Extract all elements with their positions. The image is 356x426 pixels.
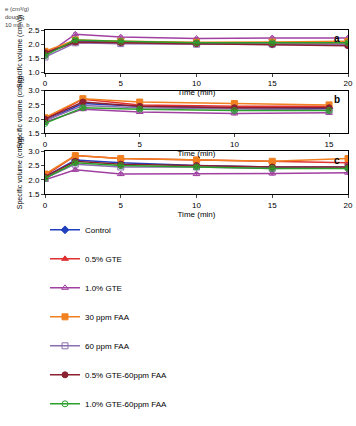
svg-text:10: 10 bbox=[192, 201, 201, 210]
svg-text:10: 10 bbox=[230, 140, 239, 149]
svg-text:5: 5 bbox=[119, 79, 124, 88]
svg-text:2.5: 2.5 bbox=[28, 161, 40, 170]
svg-text:Control: Control bbox=[85, 226, 111, 235]
svg-text:0.5% GTE: 0.5% GTE bbox=[85, 255, 122, 264]
svg-text:2.5: 2.5 bbox=[28, 101, 40, 110]
svg-text:Time (min): Time (min) bbox=[178, 149, 216, 158]
svg-text:5: 5 bbox=[137, 140, 142, 149]
svg-text:1.5: 1.5 bbox=[28, 129, 40, 138]
svg-text:1.0% GTE: 1.0% GTE bbox=[85, 284, 122, 293]
svg-text:1.0: 1.0 bbox=[28, 68, 40, 77]
svg-text:b: b bbox=[334, 94, 340, 105]
svg-text:10: 10 bbox=[192, 79, 201, 88]
svg-text:c: c bbox=[334, 155, 340, 166]
svg-text:Specific volume (cm³/g): Specific volume (cm³/g) bbox=[16, 15, 24, 88]
svg-text:1.5: 1.5 bbox=[28, 54, 40, 63]
svg-text:Time (min): Time (min) bbox=[178, 88, 216, 97]
svg-text:30 ppm FAA: 30 ppm FAA bbox=[85, 313, 130, 322]
svg-text:20: 20 bbox=[344, 201, 353, 210]
svg-text:1.0% GTE-60ppm FAA: 1.0% GTE-60ppm FAA bbox=[85, 400, 167, 409]
svg-text:Specific volume (cm³/g): Specific volume (cm³/g) bbox=[16, 136, 24, 209]
svg-text:15: 15 bbox=[268, 79, 277, 88]
svg-text:0: 0 bbox=[43, 140, 48, 149]
svg-text:1.5: 1.5 bbox=[28, 190, 40, 199]
svg-text:2.0: 2.0 bbox=[28, 176, 40, 185]
svg-text:a: a bbox=[334, 33, 340, 44]
svg-text:0: 0 bbox=[43, 201, 48, 210]
svg-text:15: 15 bbox=[268, 201, 277, 210]
svg-text:0: 0 bbox=[43, 79, 48, 88]
svg-text:e (cm³/g)dough10 min, b: e (cm³/g)dough10 min, b bbox=[5, 6, 30, 28]
svg-text:2.0: 2.0 bbox=[28, 40, 40, 49]
svg-text:20: 20 bbox=[344, 79, 353, 88]
svg-text:3.0: 3.0 bbox=[28, 86, 40, 95]
svg-text:2.5: 2.5 bbox=[28, 26, 40, 35]
svg-text:0.5% GTE-60ppm FAA: 0.5% GTE-60ppm FAA bbox=[85, 371, 167, 380]
svg-text:60 ppm FAA: 60 ppm FAA bbox=[85, 342, 130, 351]
svg-text:5: 5 bbox=[119, 201, 124, 210]
svg-text:15: 15 bbox=[325, 140, 334, 149]
svg-text:3.0: 3.0 bbox=[28, 147, 40, 156]
svg-text:Time (min): Time (min) bbox=[178, 210, 216, 219]
svg-text:Specific volume (cm³/g): Specific volume (cm³/g) bbox=[16, 75, 24, 148]
svg-text:2.0: 2.0 bbox=[28, 115, 40, 124]
